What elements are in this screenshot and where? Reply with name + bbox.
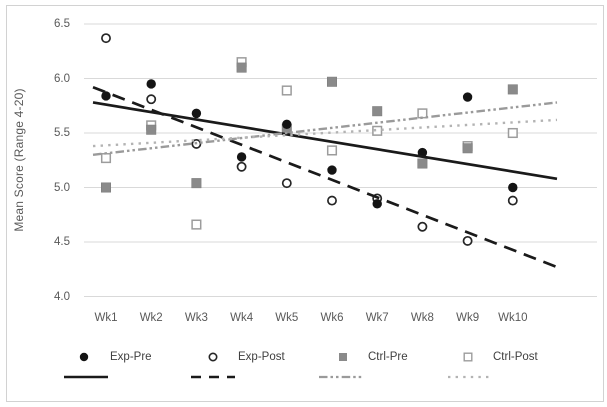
x-axis-label: Wk7 xyxy=(365,312,389,324)
data-point-marker xyxy=(507,127,518,139)
data-point-marker xyxy=(282,119,292,129)
trendline-ctrl-post xyxy=(92,118,558,148)
data-point-marker xyxy=(462,235,473,246)
data-point-marker xyxy=(507,195,518,206)
x-axis-label: Wk9 xyxy=(456,312,480,324)
data-point-marker xyxy=(101,91,111,101)
data-point-marker xyxy=(191,108,202,119)
data-point-marker xyxy=(146,124,157,135)
legend-marker-open-square-icon xyxy=(463,352,473,362)
data-point-marker xyxy=(100,153,112,164)
data-point-marker xyxy=(327,195,337,206)
x-axis-label: Wk4 xyxy=(230,312,254,324)
x-axis-label: Wk6 xyxy=(320,312,344,324)
data-point-marker xyxy=(191,178,202,189)
y-tick-label: 6.5 xyxy=(54,18,70,30)
data-point-marker xyxy=(508,182,518,193)
y-tick-label: 6.0 xyxy=(54,72,70,85)
legend-trendline-sample-solid xyxy=(64,375,108,379)
trendline-exp-post xyxy=(92,85,558,269)
data-point-marker xyxy=(326,145,338,156)
legend-trendline-sample-dotted xyxy=(448,375,492,379)
legend-marker-open-circle-icon xyxy=(208,352,218,362)
data-point-marker xyxy=(462,143,473,154)
y-tick-label: 4.0 xyxy=(54,290,70,303)
data-point-marker xyxy=(236,152,247,162)
x-axis-label: Wk3 xyxy=(184,312,208,324)
y-tick-label: 5.5 xyxy=(54,127,70,139)
data-point-marker xyxy=(146,79,156,89)
legend-item-label: Exp-Post xyxy=(238,351,285,363)
x-axis-label: Wk5 xyxy=(275,312,299,324)
data-point-marker xyxy=(327,165,337,175)
data-point-marker xyxy=(236,161,247,172)
data-point-marker xyxy=(372,106,383,117)
data-point-marker xyxy=(146,94,157,105)
x-axis-label: Wk10 xyxy=(498,312,528,324)
data-point-marker xyxy=(417,108,428,119)
data-point-marker xyxy=(281,85,292,96)
data-point-marker xyxy=(191,219,202,230)
legend-marker-filled-circle-icon xyxy=(79,352,89,362)
data-point-marker xyxy=(101,33,111,44)
data-point-marker xyxy=(507,84,518,95)
x-axis-label: Wk1 xyxy=(94,312,118,324)
data-point-marker xyxy=(236,62,247,73)
data-point-marker xyxy=(281,178,292,189)
y-tick-label: 4.5 xyxy=(54,236,70,248)
data-point-marker xyxy=(372,199,382,209)
data-point-marker xyxy=(417,158,428,169)
trendline-exp-pre xyxy=(92,101,558,181)
legend-item-label: Exp-Pre xyxy=(110,351,152,363)
trendline-ctrl-pre xyxy=(92,101,558,156)
y-tick-label: 5.0 xyxy=(54,181,70,194)
legend-item-label: Ctrl-Pre xyxy=(368,351,408,363)
data-point-marker xyxy=(326,76,337,87)
legend-trendline-sample-dashed xyxy=(191,375,235,379)
chart-border xyxy=(6,5,604,402)
data-point-marker xyxy=(101,182,112,193)
x-axis-label: Wk2 xyxy=(139,312,163,324)
x-axis-label: Wk8 xyxy=(410,312,434,324)
legend-marker-filled-square-icon xyxy=(339,353,347,361)
legend-item-label: Ctrl-Post xyxy=(493,351,538,363)
y-axis-title: Mean Score (Range 4-20) xyxy=(12,88,26,232)
legend-trendline-sample-dash-dot-dot xyxy=(319,375,363,379)
data-point-marker xyxy=(417,221,428,232)
data-point-marker xyxy=(462,92,473,102)
